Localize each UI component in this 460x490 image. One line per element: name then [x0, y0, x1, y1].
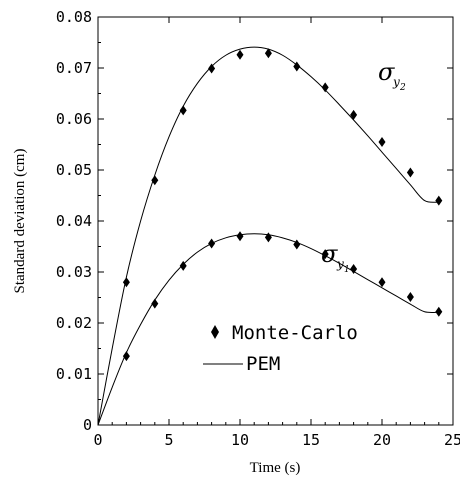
legend: Monte-Carlo PEM — [203, 322, 358, 375]
monte-carlo-point-s0-9 — [378, 136, 386, 147]
y-tick-label-7: 0.07 — [56, 59, 92, 77]
y-tick-label-6: 0.06 — [56, 110, 92, 128]
x-tick-label-5: 25 — [444, 431, 460, 449]
monte-carlo-point-s1-9 — [378, 277, 386, 288]
x-tick-label-0: 0 — [93, 431, 102, 449]
svg-text:y: y — [336, 257, 344, 271]
monte-carlo-point-s0-2 — [179, 105, 187, 116]
monte-carlo-point-s1-7 — [321, 249, 329, 260]
legend-diamond-marker — [211, 325, 219, 339]
monte-carlo-point-s1-11 — [435, 306, 443, 317]
monte-carlo-point-s1-4 — [236, 231, 244, 242]
monte-carlo-point-s1-3 — [208, 238, 216, 249]
y-tick-label-4: 0.04 — [56, 212, 92, 230]
y-tick-label-8: 0.08 — [56, 8, 92, 26]
svg-text:1: 1 — [344, 265, 350, 275]
monte-carlo-point-s0-8 — [350, 109, 358, 120]
x-axis-title: Time (s) — [250, 460, 301, 476]
svg-text:2: 2 — [399, 83, 406, 93]
x-tick-label-3: 15 — [302, 431, 320, 449]
monte-carlo-point-s0-7 — [321, 82, 329, 93]
monte-carlo-point-s1-6 — [293, 239, 301, 250]
svg-text:y: y — [392, 75, 400, 89]
y-axis-title: Standard deviation (cm) — [12, 149, 28, 294]
svg-text:σ: σ — [378, 58, 395, 86]
legend-label-monte-carlo: Monte-Carlo — [232, 322, 358, 344]
y-tick-label-0: 0 — [83, 416, 92, 434]
y-tick-label-5: 0.05 — [56, 161, 92, 179]
monte-carlo-point-s0-6 — [293, 61, 301, 72]
x-tick-label-4: 20 — [373, 431, 391, 449]
monte-carlo-point-s0-10 — [406, 167, 414, 178]
legend-label-pem: PEM — [246, 353, 280, 375]
monte-carlo-point-s1-1 — [151, 298, 159, 309]
axis-ticks — [97, 16, 454, 426]
x-tick-label-2: 10 — [231, 431, 249, 449]
svg-text:σ: σ — [321, 240, 338, 268]
monte-carlo-point-s1-5 — [264, 232, 272, 243]
tick-labels: 0 5 10 15 20 25 0 0.01 0.02 0.03 0.04 0.05 0.06 0.07 0… — [56, 8, 460, 449]
monte-carlo-markers — [122, 48, 443, 362]
x-tick-label-1: 5 — [164, 431, 173, 449]
monte-carlo-point-s1-8 — [350, 263, 358, 274]
y-tick-label-2: 0.02 — [56, 314, 92, 332]
monte-carlo-point-s1-10 — [406, 291, 414, 302]
monte-carlo-point-s0-5 — [264, 48, 272, 59]
monte-carlo-point-s0-3 — [208, 63, 216, 74]
monte-carlo-point-s1-2 — [179, 260, 187, 271]
curve-label-sigma-y2: σ y 2 — [378, 58, 406, 93]
monte-carlo-point-s0-0 — [122, 277, 130, 288]
curve-label-sigma-y1: σ y 1 — [321, 240, 350, 275]
y-tick-label-1: 0.01 — [56, 365, 92, 383]
y-tick-label-3: 0.03 — [56, 263, 92, 281]
monte-carlo-point-s1-0 — [122, 351, 130, 362]
monte-carlo-point-s0-11 — [435, 195, 443, 206]
monte-carlo-point-s0-1 — [151, 175, 159, 186]
monte-carlo-point-s0-4 — [236, 49, 244, 60]
